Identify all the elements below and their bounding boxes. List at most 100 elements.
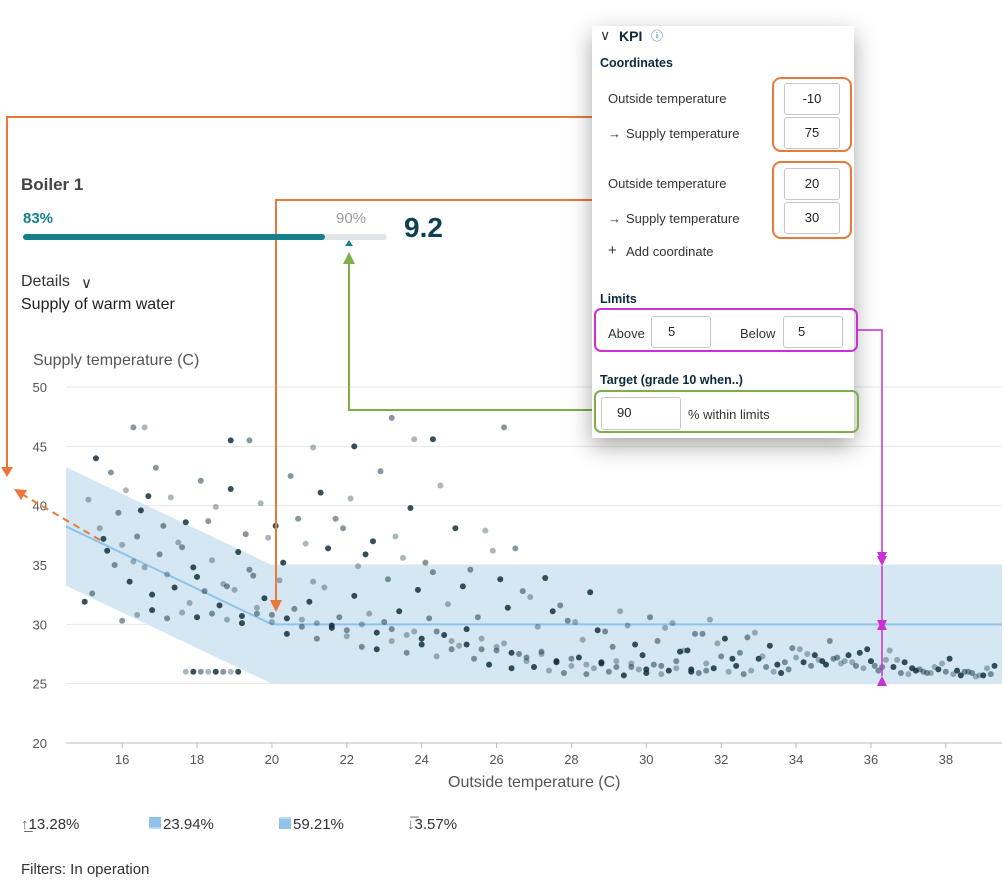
data-point xyxy=(706,616,713,623)
x-tick-label: 34 xyxy=(789,752,803,767)
data-point xyxy=(609,643,616,650)
highlight-coordinate-1 xyxy=(772,77,852,152)
legend-value: 3.57% xyxy=(414,816,458,833)
data-point xyxy=(283,630,290,637)
data-point xyxy=(220,580,227,587)
data-point xyxy=(302,540,309,547)
arrowhead xyxy=(877,676,887,686)
annotation-arrow xyxy=(19,492,101,541)
data-point xyxy=(856,649,863,656)
data-point xyxy=(332,515,339,522)
data-point xyxy=(122,487,129,494)
data-point xyxy=(493,647,500,654)
outside-temp-input-2[interactable]: 20 xyxy=(784,168,840,200)
arrow-up-icon: ↑̲ xyxy=(21,816,29,833)
details-toggle[interactable]: Details xyxy=(21,273,70,290)
chevron-down-icon[interactable]: ∨ xyxy=(600,27,611,43)
data-point xyxy=(171,584,178,591)
data-point xyxy=(167,494,174,501)
data-point xyxy=(276,577,283,584)
data-point xyxy=(516,651,523,657)
outside-temp-input-1[interactable]: -10 xyxy=(784,83,840,115)
data-point xyxy=(572,618,579,625)
below-input[interactable]: 5 xyxy=(783,316,843,348)
data-point xyxy=(613,658,620,665)
data-point xyxy=(197,668,204,675)
data-point xyxy=(882,656,889,663)
data-point xyxy=(104,547,111,554)
data-point xyxy=(916,666,923,673)
target-input[interactable]: 90 xyxy=(601,397,681,430)
data-point xyxy=(194,614,201,621)
data-point xyxy=(384,576,391,583)
data-point xyxy=(808,662,815,669)
data-point xyxy=(92,455,99,462)
data-point xyxy=(823,661,830,668)
data-point xyxy=(152,464,159,471)
data-point xyxy=(871,662,878,669)
add-coordinate-button[interactable]: Add coordinate xyxy=(626,244,714,259)
data-point xyxy=(209,557,216,564)
data-point xyxy=(325,545,332,552)
data-point xyxy=(115,509,122,516)
y-tick-label: 30 xyxy=(33,617,47,632)
data-point xyxy=(182,668,189,675)
legend-value: 23.94% xyxy=(163,816,214,833)
data-point xyxy=(235,548,242,555)
data-point xyxy=(736,649,743,656)
y-tick-label: 25 xyxy=(33,677,47,692)
y-tick-label: 35 xyxy=(33,558,47,573)
above-label: Above xyxy=(608,326,645,341)
data-point xyxy=(388,626,395,633)
supply-temp-input-2[interactable]: 30 xyxy=(784,202,840,234)
chevron-down-icon[interactable]: ∨ xyxy=(81,275,92,292)
data-point xyxy=(482,527,489,534)
data-point xyxy=(961,668,968,675)
data-point xyxy=(336,614,343,621)
above-input[interactable]: 5 xyxy=(651,316,711,348)
data-point xyxy=(957,672,964,679)
data-point xyxy=(954,667,961,674)
arrow-right-icon: → xyxy=(608,211,621,226)
kpi-title: KPI xyxy=(619,28,643,44)
data-point xyxy=(677,648,684,655)
data-point xyxy=(939,660,946,667)
data-point xyxy=(583,661,590,668)
data-point xyxy=(283,615,290,622)
data-point xyxy=(542,575,549,582)
limits-heading: Limits xyxy=(600,292,637,306)
data-point xyxy=(227,486,234,493)
data-point xyxy=(590,665,597,672)
data-point xyxy=(310,578,317,585)
data-point xyxy=(819,658,826,665)
data-point xyxy=(598,659,605,666)
data-point xyxy=(216,602,223,609)
data-point xyxy=(223,616,230,623)
data-point xyxy=(796,646,803,653)
data-point xyxy=(980,672,987,679)
x-tick-label: 20 xyxy=(265,752,279,767)
data-point xyxy=(179,609,186,616)
data-point xyxy=(875,667,882,674)
supply-temp-input-1[interactable]: 75 xyxy=(784,117,840,149)
data-point xyxy=(407,505,414,512)
data-point xyxy=(545,667,552,674)
data-point xyxy=(538,648,545,655)
data-point xyxy=(81,598,88,605)
data-point xyxy=(403,649,410,656)
plus-icon[interactable]: + xyxy=(608,242,617,259)
supply-temp-label: Supply temperature xyxy=(626,211,740,226)
data-point xyxy=(358,643,365,650)
data-point xyxy=(253,610,260,617)
y-axis-label: Supply temperature (C) xyxy=(33,352,200,369)
data-point xyxy=(149,607,156,614)
data-point xyxy=(437,482,444,489)
data-point xyxy=(751,629,758,636)
data-point xyxy=(789,645,796,652)
info-icon[interactable]: ⓘ xyxy=(651,29,664,43)
data-point xyxy=(804,651,811,657)
data-point xyxy=(602,628,609,635)
data-point xyxy=(388,637,395,644)
data-point xyxy=(658,662,665,669)
filters-label: Filters: In operation xyxy=(21,861,150,878)
